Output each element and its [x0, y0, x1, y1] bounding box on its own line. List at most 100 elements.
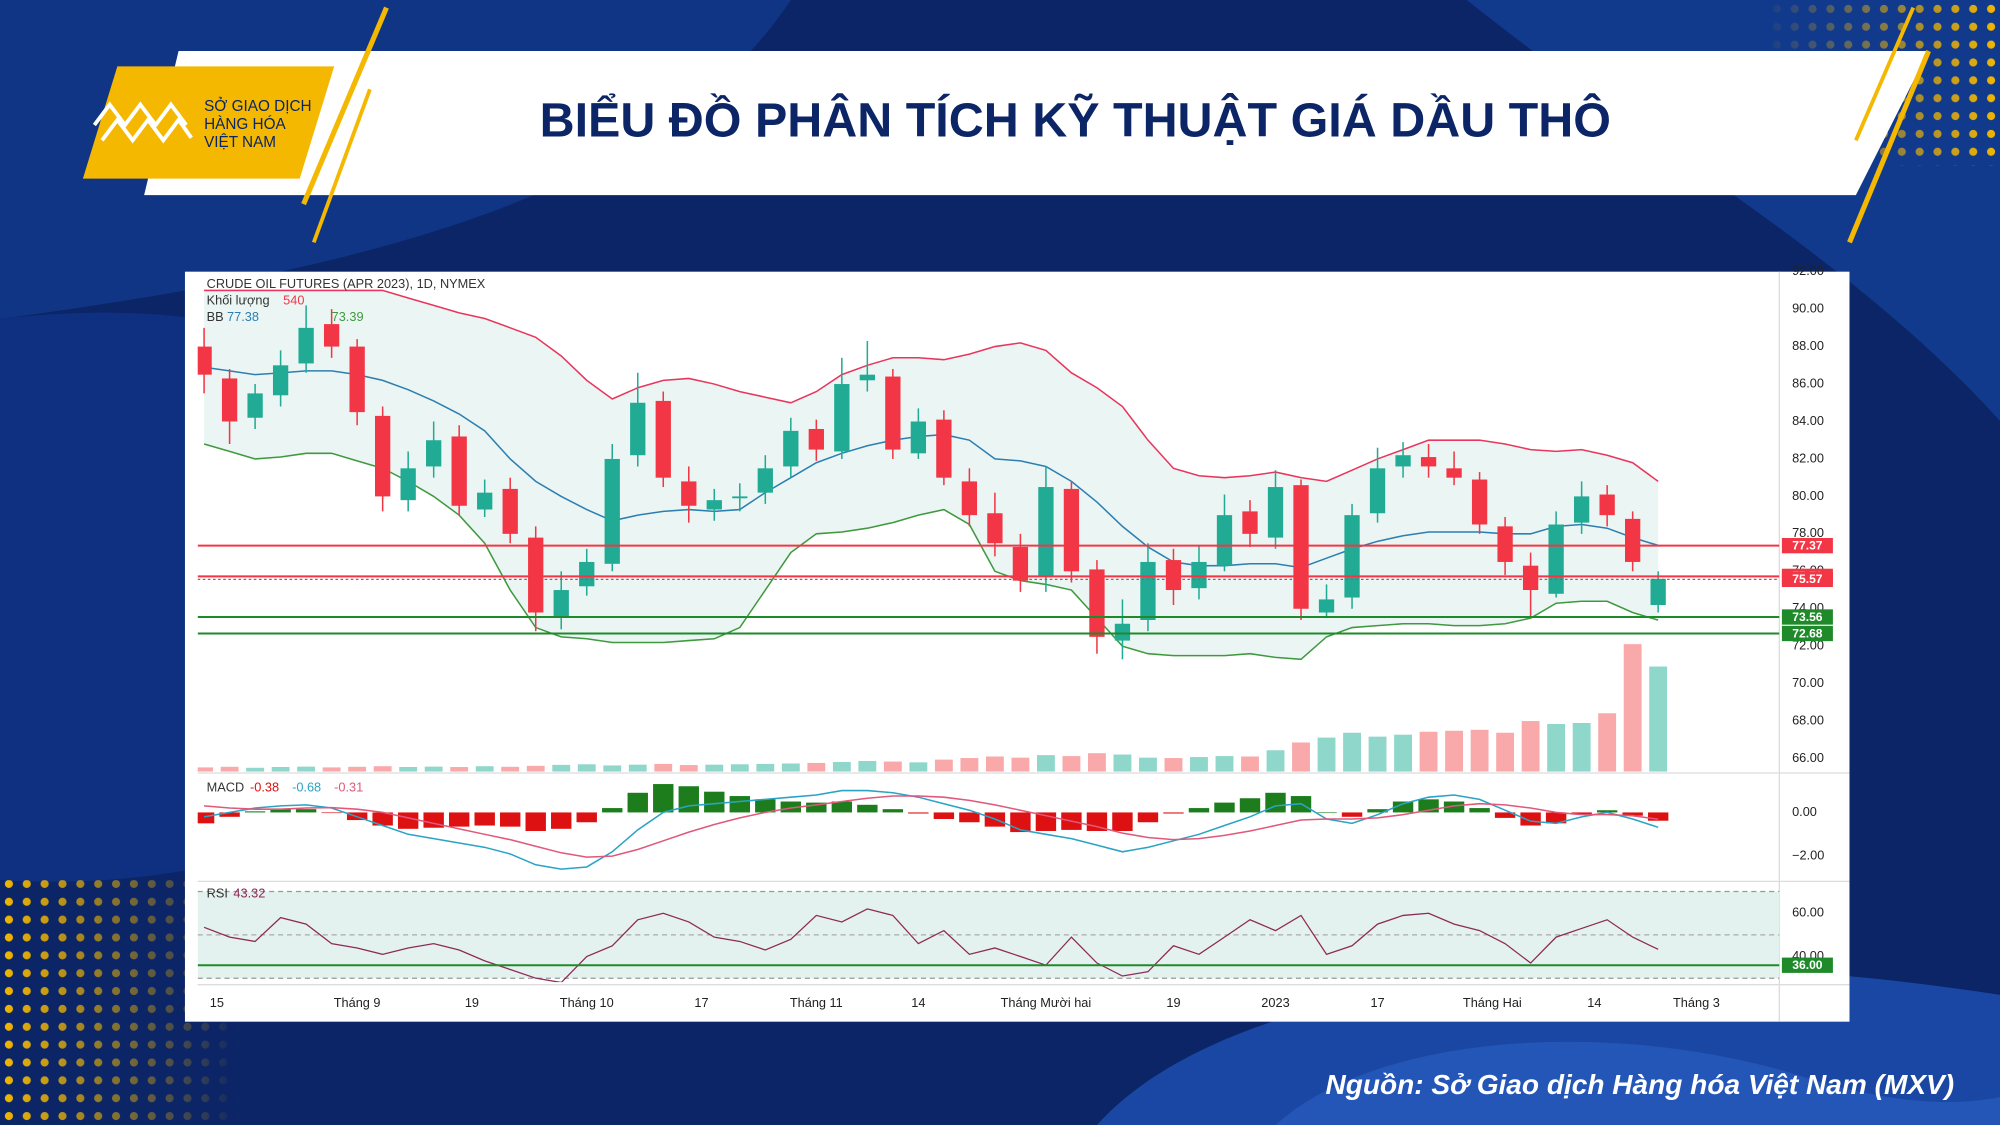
volume-bar [577, 764, 596, 772]
candle-body [936, 419, 952, 478]
macd-histogram-bar [908, 812, 929, 814]
legend-value: 77.38 [227, 309, 259, 324]
macd-histogram-bar [1443, 801, 1465, 813]
macd-histogram-bar [1571, 812, 1592, 815]
bb-lower [203, 443, 1659, 661]
legend-value: 73.39 [332, 309, 364, 324]
volume-bar [1317, 737, 1336, 772]
volume-bar [730, 764, 749, 772]
candle-body [1318, 599, 1335, 613]
price-pane [197, 289, 1780, 772]
y-tick-label: 68.00 [1792, 712, 1824, 727]
macd-histogram-bar [244, 811, 266, 813]
volume-bar [197, 767, 214, 772]
candle-body [1012, 546, 1029, 581]
volume-bar [1521, 721, 1540, 772]
macd-histogram-bar [780, 801, 802, 813]
macd-histogram-bar [806, 802, 827, 813]
y-tick-label: 60.00 [1792, 905, 1824, 920]
legend-label: MACD [207, 780, 245, 795]
macd-histogram-bar [474, 812, 495, 826]
candle-body [1369, 468, 1386, 514]
legend-label: BB [207, 309, 224, 324]
candle-body [1522, 565, 1539, 591]
level-label: 72.68 [1792, 626, 1823, 640]
y-tick-label: 78.00 [1792, 525, 1824, 540]
candle-body [1599, 494, 1615, 516]
x-tick-label: 15 [210, 995, 224, 1010]
rsi-line [203, 908, 1659, 983]
macd-histogram-bar [653, 784, 674, 813]
legend-label: Khối lượng [207, 292, 270, 307]
candle-body [553, 590, 569, 617]
level-tag [1781, 957, 1833, 973]
legend-value: -0.31 [334, 780, 363, 795]
accent-stripe [301, 6, 389, 206]
x-tick-label: 14 [1587, 995, 1601, 1010]
volume-bar [552, 764, 571, 772]
candle-body [1038, 487, 1054, 577]
volume-bar [475, 766, 494, 772]
logo-block [82, 66, 335, 179]
candle-body [477, 492, 493, 510]
candle-body [987, 513, 1003, 544]
y-tick-label: 70.00 [1792, 675, 1824, 690]
volume-bar [348, 766, 367, 772]
macd-histogram-bar [959, 812, 980, 823]
macd-histogram-bar [831, 801, 853, 813]
candle-body [400, 468, 416, 501]
candle-body [655, 400, 671, 478]
volume-bar [1292, 742, 1310, 772]
macd-histogram-bar [1596, 810, 1618, 813]
macd-histogram-bar [1086, 812, 1108, 831]
candle-body [681, 481, 697, 506]
volume-bar [1496, 732, 1515, 772]
candle-body [502, 488, 518, 534]
y-tick-label: 66.00 [1792, 750, 1824, 765]
candle-body [375, 415, 391, 497]
volume-bar [271, 767, 290, 772]
volume-bar [654, 763, 673, 772]
y-tick-label: 88.00 [1792, 338, 1824, 353]
volume-bar [883, 761, 902, 772]
signal-line [204, 795, 1659, 858]
logo-text: HÀNG HÓA [204, 116, 286, 133]
candle-body [1165, 560, 1182, 591]
volume-bar [1598, 713, 1617, 772]
volume-bar [322, 767, 341, 772]
candle-body [1063, 488, 1080, 572]
level-tag [1781, 538, 1833, 554]
candle-body [426, 440, 442, 467]
volume-bar [960, 758, 979, 772]
page-title: BIỂU ĐỒ PHÂN TÍCH KỸ THUẬT GIÁ DẦU THÔ [540, 93, 1611, 148]
candle-body [1140, 561, 1156, 620]
volume-bar [832, 761, 851, 772]
candle-body [757, 468, 773, 493]
x-tick-label: Tháng Hai [1463, 995, 1522, 1010]
volume-bar [1164, 758, 1183, 772]
volume-bar [220, 766, 239, 772]
volume-bar [1062, 756, 1081, 772]
macd-histogram-bar [551, 812, 572, 829]
x-tick-label: 19 [1166, 995, 1180, 1010]
y-tick-label: 92.00 [1792, 263, 1824, 278]
macd-histogram-bar [602, 808, 623, 813]
volume-bar [1419, 731, 1438, 772]
volume-bar [679, 765, 698, 772]
macd-histogram-bar [219, 812, 240, 817]
candle-body [859, 374, 875, 381]
volume-bar [858, 760, 877, 772]
candle-body [910, 421, 927, 454]
volume-bar [1266, 750, 1285, 772]
macd-histogram-bar [397, 812, 419, 829]
level-tag [1781, 625, 1833, 642]
x-tick-label: Tháng 3 [1673, 995, 1720, 1010]
macd-line [203, 789, 1659, 870]
legend-value: 540 [283, 292, 304, 307]
volume-bar [603, 765, 622, 772]
volume-bar [450, 767, 469, 772]
macd-histogram-bar [295, 809, 317, 813]
candle-body [528, 537, 544, 613]
bb-middle [203, 366, 1659, 569]
